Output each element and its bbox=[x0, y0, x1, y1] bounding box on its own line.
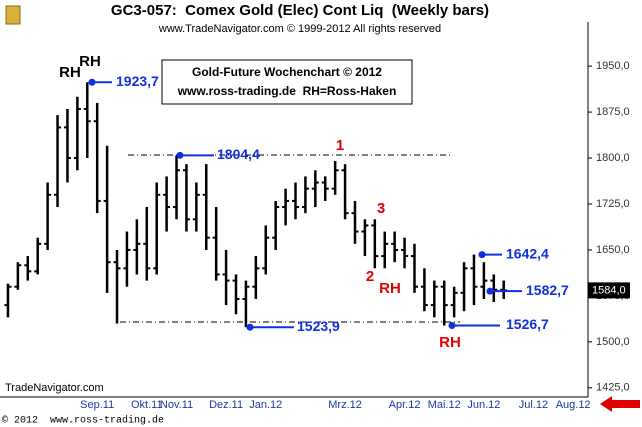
x-tick-label: Nov.11 bbox=[160, 399, 193, 411]
level-dot bbox=[448, 321, 456, 329]
y-tick-label: 1800,0 bbox=[596, 152, 630, 164]
x-tick-label: Mai.12 bbox=[428, 399, 461, 411]
chart-title: GC3-057: Comex Gold (Elec) Cont Liq (Wee… bbox=[111, 2, 489, 19]
y-tick-label: 1650,0 bbox=[596, 244, 630, 256]
y-tick-label: 1725,0 bbox=[596, 198, 630, 210]
x-tick-label: Aug.12 bbox=[556, 399, 591, 411]
chart-subtitle: www.TradeNavigator.com © 1999-2012 All r… bbox=[158, 23, 441, 35]
x-tick-label: Jan.12 bbox=[249, 399, 282, 411]
level-dot bbox=[486, 287, 494, 295]
notes-box bbox=[161, 59, 413, 105]
logo bbox=[5, 5, 21, 25]
y-tick-label: 1950,0 bbox=[596, 60, 630, 72]
level-dot bbox=[176, 151, 184, 159]
notes-line: Gold-Future Wochenchart © 2012 bbox=[192, 65, 382, 79]
annotation: RH bbox=[59, 64, 81, 81]
x-tick-label: Jul.12 bbox=[519, 399, 548, 411]
x-tick-label: Mrz.12 bbox=[328, 399, 362, 411]
scroll-arrow bbox=[600, 396, 640, 412]
annotation: RH bbox=[439, 334, 461, 351]
y-tick-label: 1875,0 bbox=[596, 106, 630, 118]
level-label: 1582,7 bbox=[526, 282, 569, 298]
level-label: 1526,7 bbox=[506, 316, 549, 332]
level-label: 1642,4 bbox=[506, 245, 549, 261]
x-tick-label: Dez.11 bbox=[209, 399, 243, 411]
notes-line: www.ross-trading.de RH=Ross-Haken bbox=[177, 84, 397, 98]
annotation: 1 bbox=[336, 137, 344, 154]
source: TradeNavigator.com bbox=[5, 382, 104, 394]
level-dot bbox=[88, 78, 96, 86]
last-price-label: 1584,0 bbox=[592, 284, 626, 296]
level-label: 1923,7 bbox=[116, 73, 159, 89]
level-dot bbox=[478, 251, 486, 259]
annotation: RH bbox=[79, 53, 101, 70]
y-tick-label: 1425,0 bbox=[596, 382, 630, 394]
x-tick-label: Okt.11 bbox=[131, 399, 163, 411]
y-tick-label: 1500,0 bbox=[596, 336, 630, 348]
annotation: 2 bbox=[366, 268, 374, 285]
annotation: 3 bbox=[377, 200, 385, 217]
x-tick-label: Sep.11 bbox=[80, 399, 114, 411]
level-label: 1804,4 bbox=[217, 146, 260, 162]
level-label: 1523,9 bbox=[297, 318, 340, 334]
annotation: RH bbox=[379, 280, 401, 297]
level-dot bbox=[246, 323, 254, 331]
last-price-box bbox=[588, 282, 630, 299]
x-tick-label: Jun.12 bbox=[467, 399, 500, 411]
footer: © 2012 www.ross-trading.de bbox=[2, 415, 164, 427]
x-tick-label: Apr.12 bbox=[389, 399, 421, 411]
